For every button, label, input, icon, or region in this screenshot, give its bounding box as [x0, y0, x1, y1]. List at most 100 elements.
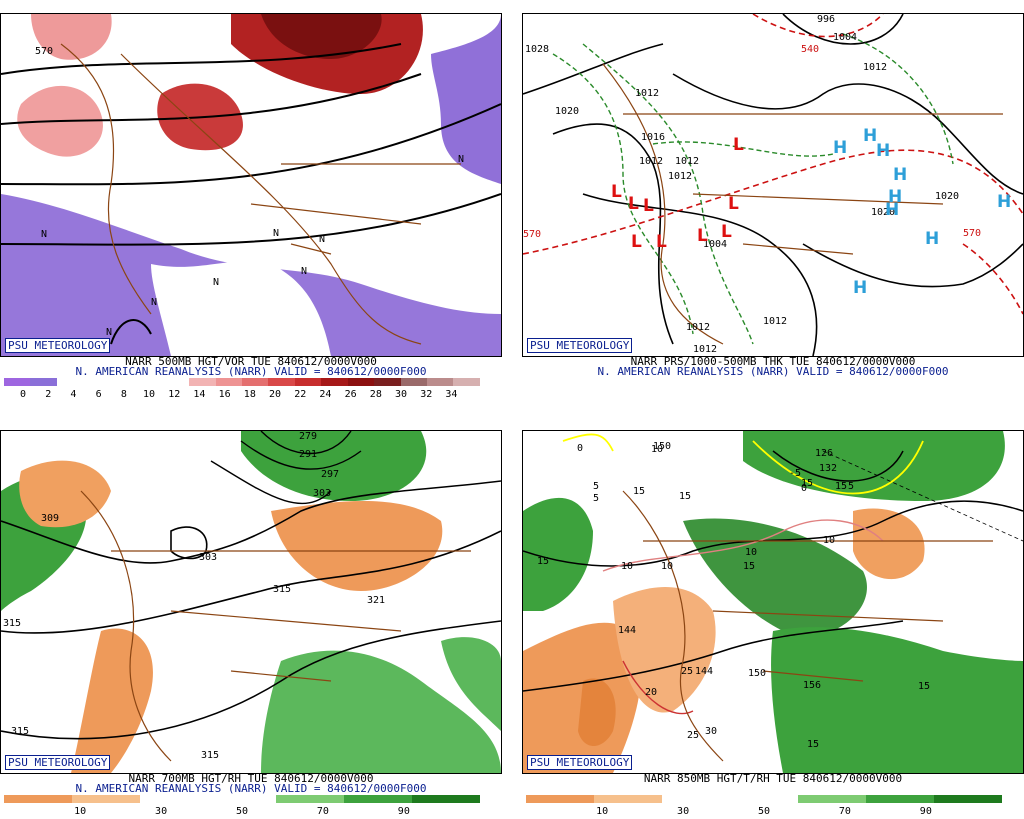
isobar-label: 1012	[668, 171, 693, 182]
height-label: 126	[815, 448, 834, 459]
temp-label: -5	[789, 468, 802, 479]
colorbar-tick-label: 8	[120, 389, 127, 400]
colorbar-segment	[594, 795, 662, 803]
map-850mb-graphic	[523, 431, 1023, 773]
colorbar-segment	[347, 378, 375, 386]
temp-label: 30	[705, 726, 718, 737]
low-pressure-marker: L	[656, 232, 667, 252]
height-label: 315	[11, 726, 30, 737]
high-pressure-marker: H	[863, 126, 878, 146]
low-pressure-marker: L	[697, 226, 708, 246]
isobar-label: 1012	[675, 156, 700, 167]
colorbar-segment	[83, 378, 110, 386]
colorbar-tick-label: 14	[193, 389, 206, 400]
height-label: 315	[201, 750, 220, 761]
colorbar-segment	[4, 795, 72, 803]
low-pressure-marker: L	[611, 182, 622, 202]
colorbar-segment	[662, 795, 730, 803]
contour-label: N	[319, 234, 326, 245]
colorbar-segment	[30, 378, 57, 386]
colorbar-segment	[412, 795, 480, 803]
psu-badge: PSU METEOROLOGY	[527, 338, 633, 353]
contour-label: N	[151, 297, 158, 308]
map-850mb-t-rh: 150 126 132 15 144 144 150 156 15 -5 0 5…	[522, 430, 1024, 774]
colorbar-segment	[4, 378, 31, 386]
high-pressure-marker: H	[833, 138, 848, 158]
vorticity-colorbar	[4, 378, 480, 386]
colorbar-tick-label: 10	[143, 389, 156, 400]
colorbar-segment	[268, 378, 295, 386]
temp-label: 15	[633, 486, 646, 497]
contour-label: 570	[35, 46, 54, 57]
isobar-label: 1020	[555, 106, 580, 117]
temp-label: 25	[687, 730, 700, 741]
panel-pressure-thickness: 1028 1020 996 1004 1012 1012 1016 1012 1…	[522, 0, 1024, 402]
colorbar-tick-label: 20	[269, 389, 282, 400]
rh-colorbar-ticks: 10 30 50 70 90	[4, 806, 480, 818]
panel-500mb-vorticity: 570 N N N N N N N N PSU METEOROLOGY NARR…	[0, 0, 502, 402]
colorbar-segment	[276, 795, 344, 803]
colorbar-segment	[526, 795, 594, 803]
caption-line1: NARR 700MB HGT/RH TUE 840612/0000V000	[128, 772, 374, 785]
map-700mb-graphic	[1, 431, 501, 773]
colorbar-tick-label: 10	[596, 806, 609, 817]
map-pressure-thickness: 1028 1020 996 1004 1012 1012 1016 1012 1…	[522, 13, 1024, 357]
map-500mb-graphic	[1, 14, 501, 356]
height-label: 297	[321, 469, 340, 480]
colorbar-tick-label: 10	[74, 806, 87, 817]
temp-label: 5	[593, 493, 600, 504]
temp-label: 15	[835, 481, 848, 492]
colorbar-segment	[344, 795, 412, 803]
height-label: 309	[41, 513, 60, 524]
isobar-label: 1004	[833, 32, 858, 43]
map-500mb-vorticity: 570 N N N N N N N N PSU METEOROLOGY	[0, 13, 502, 357]
colorbar-tick-label: 30	[155, 806, 168, 817]
height-label: 144	[618, 625, 637, 636]
temp-label: 15	[807, 739, 820, 750]
low-pressure-marker: L	[721, 222, 732, 242]
contour-label: N	[213, 277, 220, 288]
height-label: 315	[273, 584, 292, 595]
colorbar-tick-label: 50	[757, 806, 771, 817]
low-pressure-marker: L	[733, 135, 744, 155]
colorbar-tick-label: 32	[420, 389, 433, 400]
height-label: 279	[299, 431, 318, 442]
colorbar-segment	[241, 378, 269, 386]
height-label: 15	[537, 556, 550, 567]
colorbar-tick-label: 12	[168, 389, 181, 400]
height-label: 150	[748, 668, 767, 679]
low-pressure-marker: L	[628, 194, 639, 214]
colorbar-segment	[215, 378, 242, 386]
low-pressure-marker: L	[643, 196, 654, 216]
temp-label: 20	[645, 687, 658, 698]
colorbar-tick-label: 70	[316, 806, 329, 817]
temp-label: 10	[651, 444, 664, 455]
isobar-label: 1012	[639, 156, 664, 167]
colorbar-segment	[140, 795, 208, 803]
map-pressure-graphic	[523, 14, 1023, 356]
caption-line1: NARR PRS/1000-500MB THK TUE 840612/0000V…	[630, 355, 916, 368]
temp-label: 10	[823, 535, 836, 546]
colorbar-tick-label: 90	[397, 806, 410, 817]
contour-label: N	[301, 266, 308, 277]
colorbar-tick-label: 50	[235, 806, 249, 817]
high-pressure-marker: H	[893, 165, 908, 185]
height-label: 144	[695, 666, 714, 677]
isobar-label: 1004	[703, 239, 728, 250]
colorbar-tick-label: 30	[395, 389, 408, 400]
thickness-label: 570	[523, 229, 542, 240]
colorbar-tick-label: 26	[344, 389, 357, 400]
high-pressure-marker: H	[853, 278, 868, 298]
temp-label: 10	[661, 561, 674, 572]
temp-label: 15	[918, 681, 931, 692]
panel-700mb-rh: 309 303 303 315 321 315 315 315 279 291 …	[0, 417, 502, 819]
colorbar-tick-label: 16	[218, 389, 231, 400]
temp-label: 10	[745, 547, 758, 558]
colorbar-segment	[321, 378, 348, 386]
colorbar-segment	[427, 378, 454, 386]
colorbar-segment	[866, 795, 934, 803]
isobar-label: 1012	[863, 62, 888, 73]
isobar-label: 1012	[686, 322, 711, 333]
rh-colorbar	[526, 795, 1002, 803]
height-label: 132	[819, 463, 838, 474]
